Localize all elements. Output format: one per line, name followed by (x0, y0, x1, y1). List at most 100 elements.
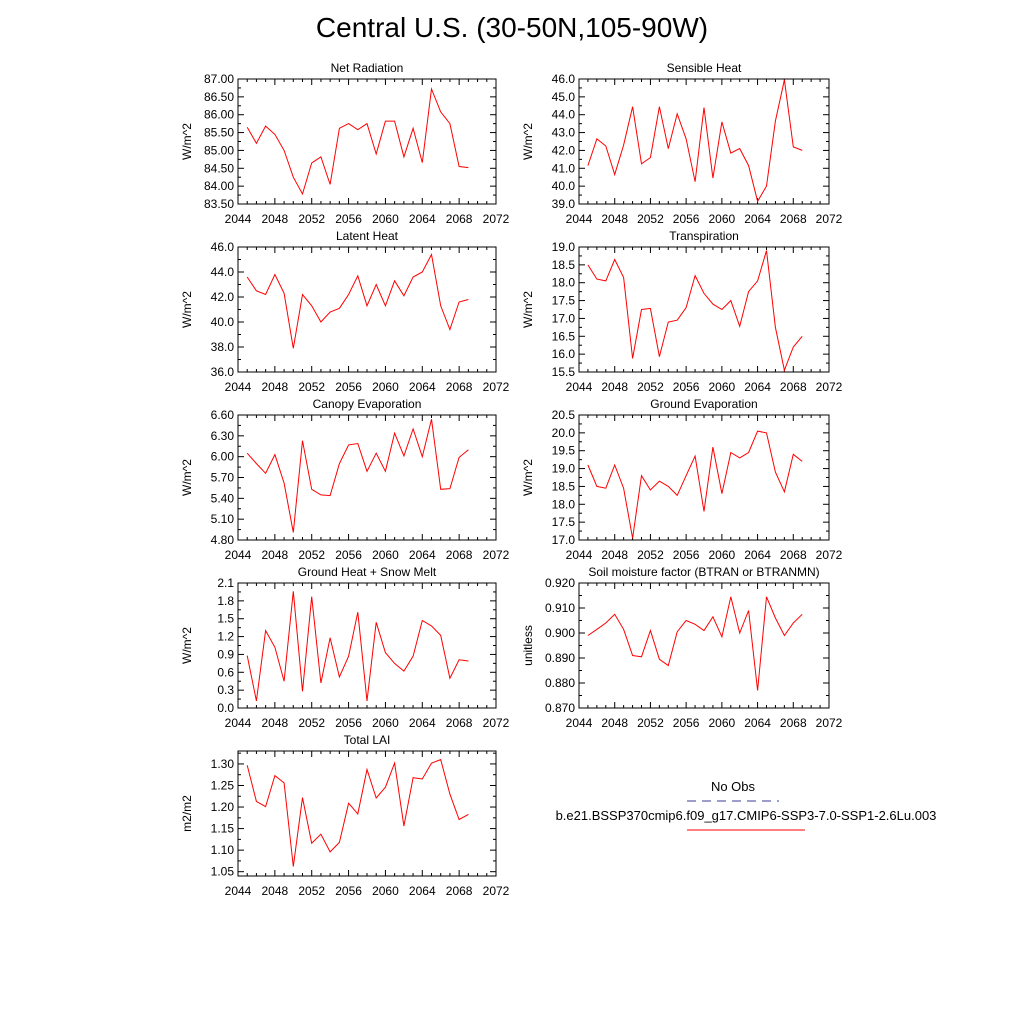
panel-title: Transpiration (669, 229, 739, 243)
panel-title: Ground Evaporation (650, 397, 757, 411)
panel-title: Net Radiation (331, 61, 404, 75)
x-tick-label: 2060 (709, 380, 736, 394)
panel-0: 2044 2048 2052 2056 2060 2064 2068 2072 83.50 84.… (180, 61, 510, 226)
panel-8: 2044 2048 2052 2056 2060 2064 2068 2072 1.05 1.10… (180, 733, 510, 898)
x-tick-label: 2056 (673, 716, 700, 730)
series-line (246, 87, 469, 196)
x-tick-label: 2072 (816, 548, 843, 562)
x-tick-label: 2068 (446, 380, 473, 394)
y-tick-label: 18.0 (552, 276, 576, 290)
x-tick-label: 2048 (262, 212, 289, 226)
y-tick-label: 19.5 (552, 444, 576, 458)
panel-title: Ground Heat + Snow Melt (298, 565, 437, 579)
x-tick-label: 2044 (566, 548, 593, 562)
y-tick-label: 1.30 (211, 757, 235, 771)
x-tick-label: 2048 (601, 716, 628, 730)
y-tick-label: 45.0 (552, 90, 576, 104)
x-tick-label: 2056 (673, 548, 700, 562)
x-tick-label: 2060 (372, 716, 399, 730)
y-tick-label: 84.50 (204, 161, 234, 175)
x-tick-label: 2044 (225, 884, 252, 898)
x-tick-label: 2072 (483, 212, 510, 226)
plot-frame (237, 78, 497, 205)
x-tick-label: 2068 (446, 884, 473, 898)
plot-frame (578, 582, 830, 709)
series-line (246, 252, 469, 349)
x-tick-label: 2064 (744, 716, 771, 730)
x-tick-label: 2044 (225, 548, 252, 562)
y-tick-label: 0.6 (217, 665, 234, 679)
panel-5: 2044 2048 2052 2056 2060 2064 2068 2072 17.0 17.5… (521, 397, 843, 562)
y-tick-label: 6.00 (211, 450, 235, 464)
panel-7: 2044 2048 2052 2056 2060 2064 2068 2072 0.870 0.8… (521, 565, 843, 730)
y-tick-label: 0.870 (545, 701, 575, 715)
panel-1: 2044 2048 2052 2056 2060 2064 2068 2072 39.0 40.0… (521, 61, 843, 226)
series-line (587, 250, 803, 372)
x-tick-label: 2052 (298, 548, 325, 562)
x-tick-label: 2060 (372, 212, 399, 226)
x-tick-label: 2068 (780, 212, 807, 226)
x-tick-label: 2068 (780, 548, 807, 562)
y-tick-label: 46.0 (552, 72, 576, 86)
panel-title: Sensible Heat (667, 61, 742, 75)
y-tick-label: 86.50 (204, 90, 234, 104)
plot-frame (237, 582, 497, 709)
x-tick-label: 2068 (446, 548, 473, 562)
x-tick-label: 2056 (335, 884, 362, 898)
x-tick-label: 2072 (816, 380, 843, 394)
y-tick-label: 6.30 (211, 429, 235, 443)
x-tick-label: 2064 (409, 548, 436, 562)
y-axis-label: W/m^2 (180, 627, 194, 664)
x-tick-label: 2056 (335, 716, 362, 730)
y-tick-label: 1.15 (211, 822, 235, 836)
y-axis-label: m2/m2 (180, 795, 194, 832)
x-tick-label: 2052 (298, 884, 325, 898)
x-tick-label: 2048 (601, 212, 628, 226)
x-tick-label: 2060 (709, 548, 736, 562)
x-tick-label: 2048 (262, 716, 289, 730)
x-tick-label: 2048 (262, 884, 289, 898)
x-tick-label: 2060 (709, 212, 736, 226)
y-tick-label: 44.0 (552, 108, 576, 122)
y-axis-label: W/m^2 (180, 459, 194, 496)
x-tick-label: 2064 (744, 548, 771, 562)
x-tick-label: 2052 (298, 380, 325, 394)
y-tick-label: 18.0 (552, 497, 576, 511)
y-tick-label: 19.0 (552, 240, 576, 254)
x-tick-label: 2044 (566, 380, 593, 394)
x-tick-label: 2060 (372, 884, 399, 898)
series-line (246, 419, 469, 533)
y-axis-label: unitless (521, 625, 535, 666)
x-tick-label: 2044 (566, 716, 593, 730)
panel-6: 2044 2048 2052 2056 2060 2064 2068 2072 0.0 0.3 0.… (180, 565, 510, 730)
y-tick-label: 0.880 (545, 676, 575, 690)
y-tick-label: 0.3 (217, 683, 234, 697)
y-tick-label: 86.00 (204, 108, 234, 122)
y-tick-label: 5.10 (211, 512, 235, 526)
y-axis-label: W/m^2 (180, 123, 194, 160)
plot-frame (237, 414, 497, 541)
y-tick-label: 0.900 (545, 626, 575, 640)
plot-frame (237, 246, 497, 373)
y-tick-label: 44.0 (211, 265, 235, 279)
y-tick-label: 2.1 (217, 576, 234, 590)
panel-title: Soil moisture factor (BTRAN or BTRANMN) (588, 565, 819, 579)
x-tick-label: 2044 (225, 716, 252, 730)
y-tick-label: 42.0 (211, 290, 235, 304)
x-tick-label: 2052 (637, 212, 664, 226)
plot-frame (578, 78, 830, 205)
y-tick-label: 36.0 (211, 365, 235, 379)
y-tick-label: 87.00 (204, 72, 234, 86)
y-tick-label: 17.5 (552, 294, 576, 308)
x-tick-label: 2052 (637, 716, 664, 730)
panel-4: 2044 2048 2052 2056 2060 2064 2068 2072 4.80 5.10… (180, 397, 510, 562)
y-tick-label: 85.00 (204, 143, 234, 157)
x-tick-label: 2072 (816, 716, 843, 730)
y-axis-label: W/m^2 (521, 459, 535, 496)
plot-frame (578, 246, 830, 373)
y-tick-label: 1.8 (217, 594, 234, 608)
x-tick-label: 2044 (225, 212, 252, 226)
y-tick-label: 1.20 (211, 800, 235, 814)
x-tick-label: 2060 (372, 380, 399, 394)
